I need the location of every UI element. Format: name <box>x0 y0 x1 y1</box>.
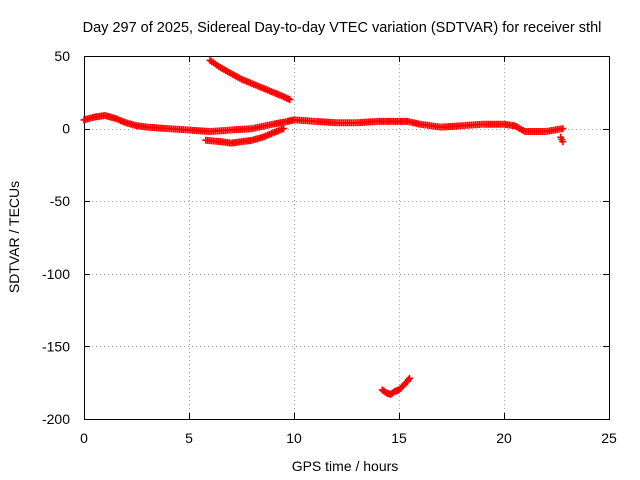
y-tick-label: 50 <box>54 48 70 64</box>
x-tick-label: 10 <box>286 430 302 446</box>
data-series <box>80 56 567 398</box>
y-tick-label: 0 <box>62 121 70 137</box>
x-tick-label: 20 <box>496 430 512 446</box>
series-outlier-arc <box>378 374 413 398</box>
series-main-track <box>80 112 567 136</box>
x-axis-label: GPS time / hours <box>292 458 399 474</box>
y-tick-label: -100 <box>42 266 70 282</box>
data-point <box>406 374 413 382</box>
y-tick-label: -150 <box>42 338 70 354</box>
chart-title: Day 297 of 2025, Sidereal Day-to-day VTE… <box>83 20 602 36</box>
data-point <box>559 125 567 133</box>
data-point <box>280 125 287 133</box>
x-tick-label: 25 <box>601 430 617 446</box>
series-lower-arc <box>202 125 287 147</box>
x-tick-label: 15 <box>391 430 407 446</box>
plot-frame <box>84 56 610 420</box>
data-point <box>404 376 412 384</box>
data-point <box>286 96 294 104</box>
y-tick-label: -50 <box>50 193 70 209</box>
y-tick-label: -200 <box>42 411 70 427</box>
data-point <box>559 138 567 146</box>
series-tail-points <box>557 133 567 146</box>
axis-ticks: 0 5 10 15 20 25 50 0 -50 -100 -150 -200 <box>42 48 617 446</box>
x-tick-label: 0 <box>80 430 88 446</box>
y-axis-label: SDTVAR / TECUs <box>6 181 22 293</box>
series-upper-arc <box>206 56 294 104</box>
grid-lines <box>84 56 609 419</box>
x-tick-label: 5 <box>185 430 193 446</box>
